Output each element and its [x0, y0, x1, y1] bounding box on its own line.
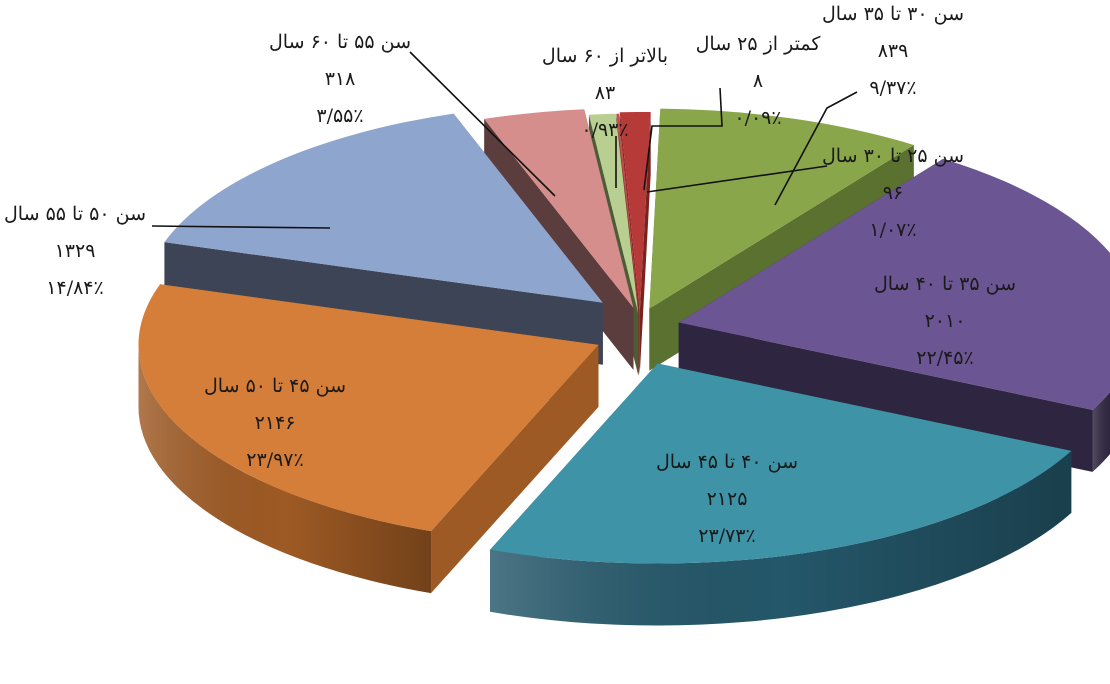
data-label-percent-4: ۲۲/۴۵٪	[916, 347, 973, 369]
data-label-value-3: ۸۳۹	[878, 40, 909, 62]
data-label-value-7: ۱۳۲۹	[55, 240, 96, 262]
pie-slice-6	[138, 284, 599, 594]
pie-slice-top-1	[616, 113, 639, 314]
data-label-percent-7: ۱۴/۸۴٪	[46, 277, 103, 299]
pie-slice-rim-shade-6	[138, 343, 432, 594]
data-label-category-6: سن ۴۵ تا ۵۰ سال	[204, 375, 346, 397]
data-label-percent-3: ۹/۳۷٪	[869, 77, 916, 99]
data-label-category-9: بالاتر از ۶۰ سال	[542, 45, 668, 67]
data-label-category-8: سن ۵۵ تا ۶۰ سال	[269, 31, 411, 53]
data-label-percent-2: ۱/۰۷٪	[869, 219, 916, 241]
pie-slice-wall-2-2	[639, 112, 651, 375]
pie-slice-rim-shade-4	[1092, 391, 1110, 472]
data-label-value-4: ۲۰۱۰	[925, 310, 966, 332]
leader-line-7	[151, 225, 331, 229]
pie-slice-rim-shade-5	[490, 450, 1072, 626]
pie-slice-top-2	[619, 112, 651, 313]
pie-slice-top-3	[649, 108, 914, 309]
data-label-category-1: کمتر از ۲۵ سال	[696, 33, 822, 55]
pie-slice-wall-6-1	[431, 344, 599, 594]
data-label-percent-1: ۰/۰۹٪	[734, 107, 781, 129]
pie-slice-top-7	[164, 113, 603, 303]
data-label-percent-5: ۲۳/۷۳٪	[698, 525, 755, 547]
data-label-value-8: ۳۱۸	[325, 68, 356, 90]
data-label-category-2: سن ۲۵ تا ۳۰ سال	[822, 145, 964, 167]
pie-slice-5	[490, 363, 1072, 626]
data-label-category-5: سن ۴۰ تا ۴۵ سال	[656, 451, 798, 473]
data-label-value-6: ۲۱۴۶	[255, 412, 296, 434]
data-label-percent-8: ۳/۵۵٪	[316, 105, 363, 127]
leader-line-2	[646, 165, 828, 193]
pie-slice-top-8	[484, 109, 634, 309]
data-label-value-5: ۲۱۲۵	[707, 488, 748, 510]
data-label-value-2: ۹۶	[883, 182, 903, 204]
data-label-category-3: سن ۳۰ تا ۳۵ سال	[822, 3, 964, 25]
leader-line-3	[774, 91, 858, 206]
leader-line-8	[409, 51, 556, 197]
pie-slice-top-5	[490, 363, 1072, 564]
pie-slice-top-6	[138, 284, 599, 532]
pie-slice-top-4	[678, 158, 1110, 410]
data-label-percent-6: ۲۳/۹۷٪	[246, 449, 303, 471]
data-label-percent-9: ۰/۹۳٪	[581, 119, 628, 141]
leader-line-1	[643, 87, 723, 191]
pie-slice-top-9	[588, 113, 639, 314]
data-label-category-4: سن ۳۵ تا ۴۰ سال	[874, 273, 1016, 295]
data-label-category-7: سن ۵۰ تا ۵۵ سال	[4, 203, 146, 225]
data-label-value-9: ۸۳	[595, 82, 615, 104]
data-label-value-1: ۸	[753, 70, 763, 92]
